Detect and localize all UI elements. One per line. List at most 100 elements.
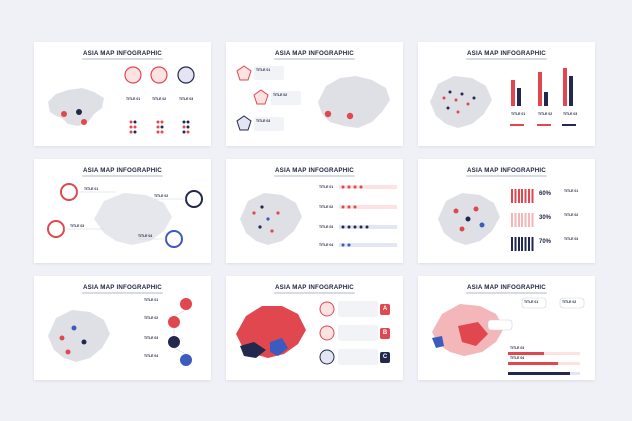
icon-circle [150,66,168,84]
slide-title: ASIA MAP INFOGRAPHIC [275,50,354,57]
slide-8[interactable]: ASIA MAP INFOGRAPHIC A B C [226,276,403,380]
map-dot [266,217,270,221]
asia-map [318,76,390,128]
item-title: TITLE 02 [144,316,159,320]
icon-circle [168,336,180,348]
map-pin [81,119,87,125]
text-box [338,325,378,341]
slide-graphic [47,183,203,248]
rating-dot [341,225,345,229]
item-title: TITLE 01 [319,185,334,189]
item-title: TITLE 03 [144,336,159,340]
item-title: TITLE 04 [144,354,159,358]
item-title: TITLE 04 [319,243,334,247]
item-title: TITLE 01 [256,68,271,72]
slide-title: ASIA MAP INFOGRAPHIC [83,50,162,57]
dot [182,125,186,129]
map-pin [81,339,87,345]
stripe-bar-3 [511,237,535,251]
slide-graphic [432,297,585,375]
slide-5[interactable]: ASIA MAP INFOGRAPHIC TITLE 01 TITLE 02 T… [226,159,403,263]
item-title: TITLE 03 [179,97,194,101]
icon-circle [319,325,335,341]
item-title: TITLE 02 [154,194,169,198]
asia-map [94,193,172,245]
slide-graphic [48,66,195,134]
slide-2[interactable]: ASIA MAP INFOGRAPHIC TITLE 01 TITLE 02 T… [226,42,403,146]
map-dot [446,106,450,110]
map-dot [276,211,280,215]
map-pin [473,206,479,212]
rating-dot [341,185,345,189]
slide-title: ASIA MAP INFOGRAPHIC [275,284,354,291]
dot [186,120,190,124]
asia-map-region [270,338,288,356]
callout-box [521,297,547,309]
rating-dot [347,243,351,247]
item-title: TITLE 02 [273,93,288,97]
progress-track [339,205,397,209]
map-dot [260,205,264,209]
map-dot [270,229,274,233]
slide-9[interactable]: ASIA MAP INFOGRAPHIC TITLE 01 TITLE 02 T… [418,276,595,380]
icon-circle [319,301,335,317]
icon-circle [168,316,180,328]
item-title: TITLE 01 [524,300,539,304]
item-title: TITLE 02 [538,112,553,116]
item-title: TITLE 03 [256,119,271,123]
slide-3[interactable]: ASIA MAP INFOGRAPHIC TITLE 01 TITLE 02 T… [418,42,595,146]
map-dot [454,98,458,102]
bar-underline [562,124,576,126]
callout-box [487,319,513,331]
dot [160,120,164,124]
stripe-bar-2 [511,213,535,227]
dot [156,125,160,129]
slide-7[interactable]: ASIA MAP INFOGRAPHIC TITLE 01 TITLE 02 T… [34,276,211,380]
icon-circle [60,183,78,201]
slide-title: ASIA MAP INFOGRAPHIC [467,284,546,291]
rating-dot [353,185,357,189]
slide-subtitle-placeholder [82,292,163,294]
pentagon-icon [253,89,269,105]
dot [156,130,160,134]
slide-6[interactable]: ASIA MAP INFOGRAPHIC 60% 30% 70% TITLE 0… [418,159,595,263]
icon-circle [124,66,142,84]
percent-label: 70% [539,239,552,245]
rating-dot [341,243,345,247]
item-title: TITLE 03 [70,224,85,228]
map-pin [59,335,65,341]
asia-map [48,310,110,362]
item-title: TITLE 01 [126,97,141,101]
icon-circle [180,354,192,366]
dot [133,130,137,134]
map-pin [459,226,465,232]
rating-dot [347,185,351,189]
dot [129,125,133,129]
slide-subtitle-placeholder [466,58,547,60]
map-dot [466,102,470,106]
icon-circle [47,220,65,238]
rating-dot [359,185,363,189]
asia-map [48,88,104,126]
rating-dot [347,205,351,209]
letter-badge: A [380,304,390,315]
dot [186,125,190,129]
item-title: TITLE 02 [564,213,579,217]
dot [133,125,137,129]
progress-track [339,243,397,247]
asia-map-region [240,342,266,358]
map-pin [346,112,354,120]
item-title: TITLE 03 [319,225,334,229]
pentagon-icon [236,115,252,131]
bar [511,80,515,106]
dot [156,120,160,124]
item-title: TITLE 01 [84,187,99,191]
text-box [338,301,378,317]
slide-1[interactable]: ASIA MAP INFOGRAPHIC TITLE 01 TITLE 02 T… [34,42,211,146]
icon-circle [185,190,203,208]
callout-box [559,297,585,309]
slide-4[interactable]: ASIA MAP INFOGRAPHIC TITLE 01 TITLE 02 T… [34,159,211,263]
letter-badge: B [380,328,390,339]
rating-dot [359,225,363,229]
